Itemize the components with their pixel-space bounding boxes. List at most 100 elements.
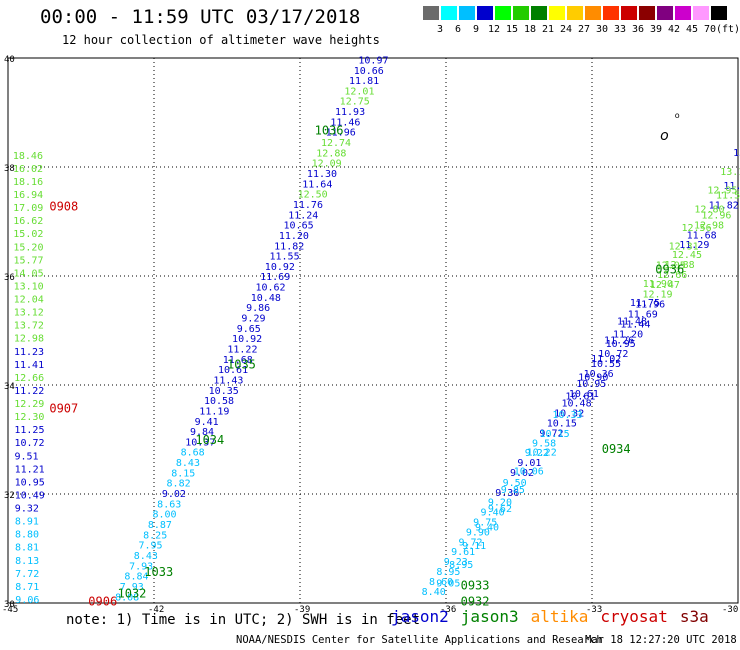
colorbar-swatch: [603, 6, 619, 20]
track-a-swh-value: 12.30: [14, 412, 44, 423]
track-c-swh-value: 11.94: [723, 181, 740, 192]
track-b-swh-value: 11.82: [274, 241, 304, 252]
track-c-swh-value: 8.60: [429, 577, 453, 588]
latitude-tick-label: 38: [4, 164, 15, 174]
track-b-swh-value: 11.55: [269, 252, 299, 263]
pass-time-label: 0908: [49, 200, 78, 214]
track-d-swh-value: 12.95: [707, 186, 737, 197]
track-c-swh-value: 11.44: [620, 319, 650, 330]
track-a-swh-value: 17.09: [13, 203, 43, 214]
track-d-swh-value: 10.61: [565, 391, 595, 402]
colorbar-label: 15: [505, 24, 519, 35]
track-b-swh-value: 8.00: [153, 510, 177, 521]
track-b-swh-value: 11.68: [223, 355, 253, 366]
track-c-swh-value: 8.95: [436, 567, 460, 578]
track-b-swh-value: 9.86: [246, 303, 270, 314]
colorbar-swatch: [531, 6, 547, 20]
track-b-swh-value: 8.43: [176, 458, 200, 469]
track-d-swh-value: 9.40: [475, 522, 499, 533]
track-a-swh-value: 13.12: [14, 308, 44, 319]
track-c-swh-value: 10.95: [576, 379, 606, 390]
track-a-swh-value: 13.10: [14, 281, 44, 292]
colorbar-label: 42: [667, 24, 681, 35]
track-d-swh-value: 8.95: [449, 560, 473, 571]
track-b-swh-value: 10.92: [232, 334, 262, 345]
track-d-swh-value: 10.22: [527, 448, 557, 459]
island-symbol: o: [660, 128, 669, 144]
track-b-swh-value: 8.68: [181, 448, 205, 459]
colorbar-swatch: [585, 6, 601, 20]
legend-cryosat: cryosat: [600, 607, 668, 626]
track-b-swh-value: 11.64: [302, 179, 332, 190]
track-c-swh-value: 9.72: [458, 537, 482, 548]
track-b-swh-value: 12.74: [321, 138, 351, 149]
track-a-swh-value: 18.46: [13, 151, 43, 162]
track-a-swh-value: 8.13: [15, 556, 39, 567]
longitude-tick-label: -36: [440, 605, 456, 615]
track-b-swh-value: 11.24: [288, 210, 318, 221]
pass-time-label: 1035: [227, 358, 256, 372]
track-b-swh-value: 11.43: [213, 375, 243, 386]
track-d-swh-value: 9.62: [488, 504, 512, 515]
track-a-swh-value: 10.72: [14, 438, 44, 449]
track-a-swh-value: 10.49: [15, 490, 45, 501]
track-a-swh-value: 9.51: [15, 451, 39, 462]
track-c-swh-value: 10.95: [606, 339, 636, 350]
track-c-swh-value: 11.68: [687, 230, 717, 241]
track-a-swh-value: 12.98: [14, 334, 44, 345]
track-b-swh-value: 10.97: [358, 55, 388, 66]
track-c-swh-value: 12.88: [665, 260, 695, 271]
track-a-swh-value: 16.94: [13, 190, 43, 201]
track-b-swh-value: 9.29: [241, 314, 265, 325]
track-c-swh-value: 10.15: [547, 418, 577, 429]
track-a-swh-value: 8.91: [15, 517, 39, 528]
longitude-tick-label: -45: [2, 605, 18, 615]
longitude-tick-label: -42: [148, 605, 164, 615]
track-c-swh-value: 11.96: [635, 300, 665, 311]
track-a-swh-value: 12.04: [14, 295, 44, 306]
track-d-swh-value: 9.85: [501, 485, 525, 496]
track-b-swh-value: 10.37: [185, 437, 215, 448]
colorbar-swatch: [495, 6, 511, 20]
track-a-swh-value: 11.23: [14, 347, 44, 358]
track-b-swh-value: 8.82: [167, 479, 191, 490]
track-d-swh-value: 11.02: [591, 354, 621, 365]
track-c-swh-value: 9.58: [532, 438, 556, 449]
legend-jason2: jason2: [391, 607, 449, 626]
track-b-swh-value: 10.66: [354, 66, 384, 77]
track-a-swh-value: 11.21: [15, 464, 45, 475]
longitude-tick-label: -30: [722, 605, 738, 615]
track-b-swh-value: 11.30: [307, 169, 337, 180]
latitude-tick-label: 40: [4, 55, 15, 65]
track-c-swh-value: 9.40: [481, 508, 505, 519]
track-c-swh-value: 10.55: [591, 359, 621, 370]
pass-time-label: 0936: [655, 262, 684, 276]
track-b-swh-value: 11.93: [335, 107, 365, 118]
track-b-swh-value: 7.95: [138, 541, 162, 552]
colorbar-label: 3: [436, 24, 444, 35]
track-d-swh-value: 11.48: [617, 317, 647, 328]
track-b-swh-value: 8.43: [134, 551, 158, 562]
lat-lon-grid: [7, 57, 739, 604]
legend-altika: altika: [530, 607, 589, 626]
pass-time-label: 1036: [315, 123, 344, 137]
pass-time-label: 0932: [461, 595, 490, 609]
colorbar-label: 70: [703, 24, 717, 35]
colorbar-label: 45: [685, 24, 699, 35]
colorbar-swatch: [549, 6, 565, 20]
track-b-swh-value: 12.01: [344, 86, 374, 97]
track-b-swh-value: 8.25: [143, 530, 167, 541]
track-b-swh-value: 12.75: [340, 97, 370, 108]
pass-time-label: 0934: [602, 442, 631, 456]
track-b-swh-value: 11.81: [349, 76, 379, 87]
track-c-swh-value: 11.20: [613, 329, 643, 340]
track-d-swh-value: 10.33: [552, 410, 582, 421]
track-b-swh-value: 12.88: [316, 148, 346, 159]
track-b-swh-value: 11.46: [330, 117, 360, 128]
track-b-swh-value: 8.84: [124, 572, 148, 583]
track-b-swh-value: 9.65: [237, 324, 261, 335]
track-c-swh-value: 12.96: [701, 211, 731, 222]
colorbar-swatch: [423, 6, 439, 20]
track-a-swh-value: 7.72: [15, 569, 39, 580]
